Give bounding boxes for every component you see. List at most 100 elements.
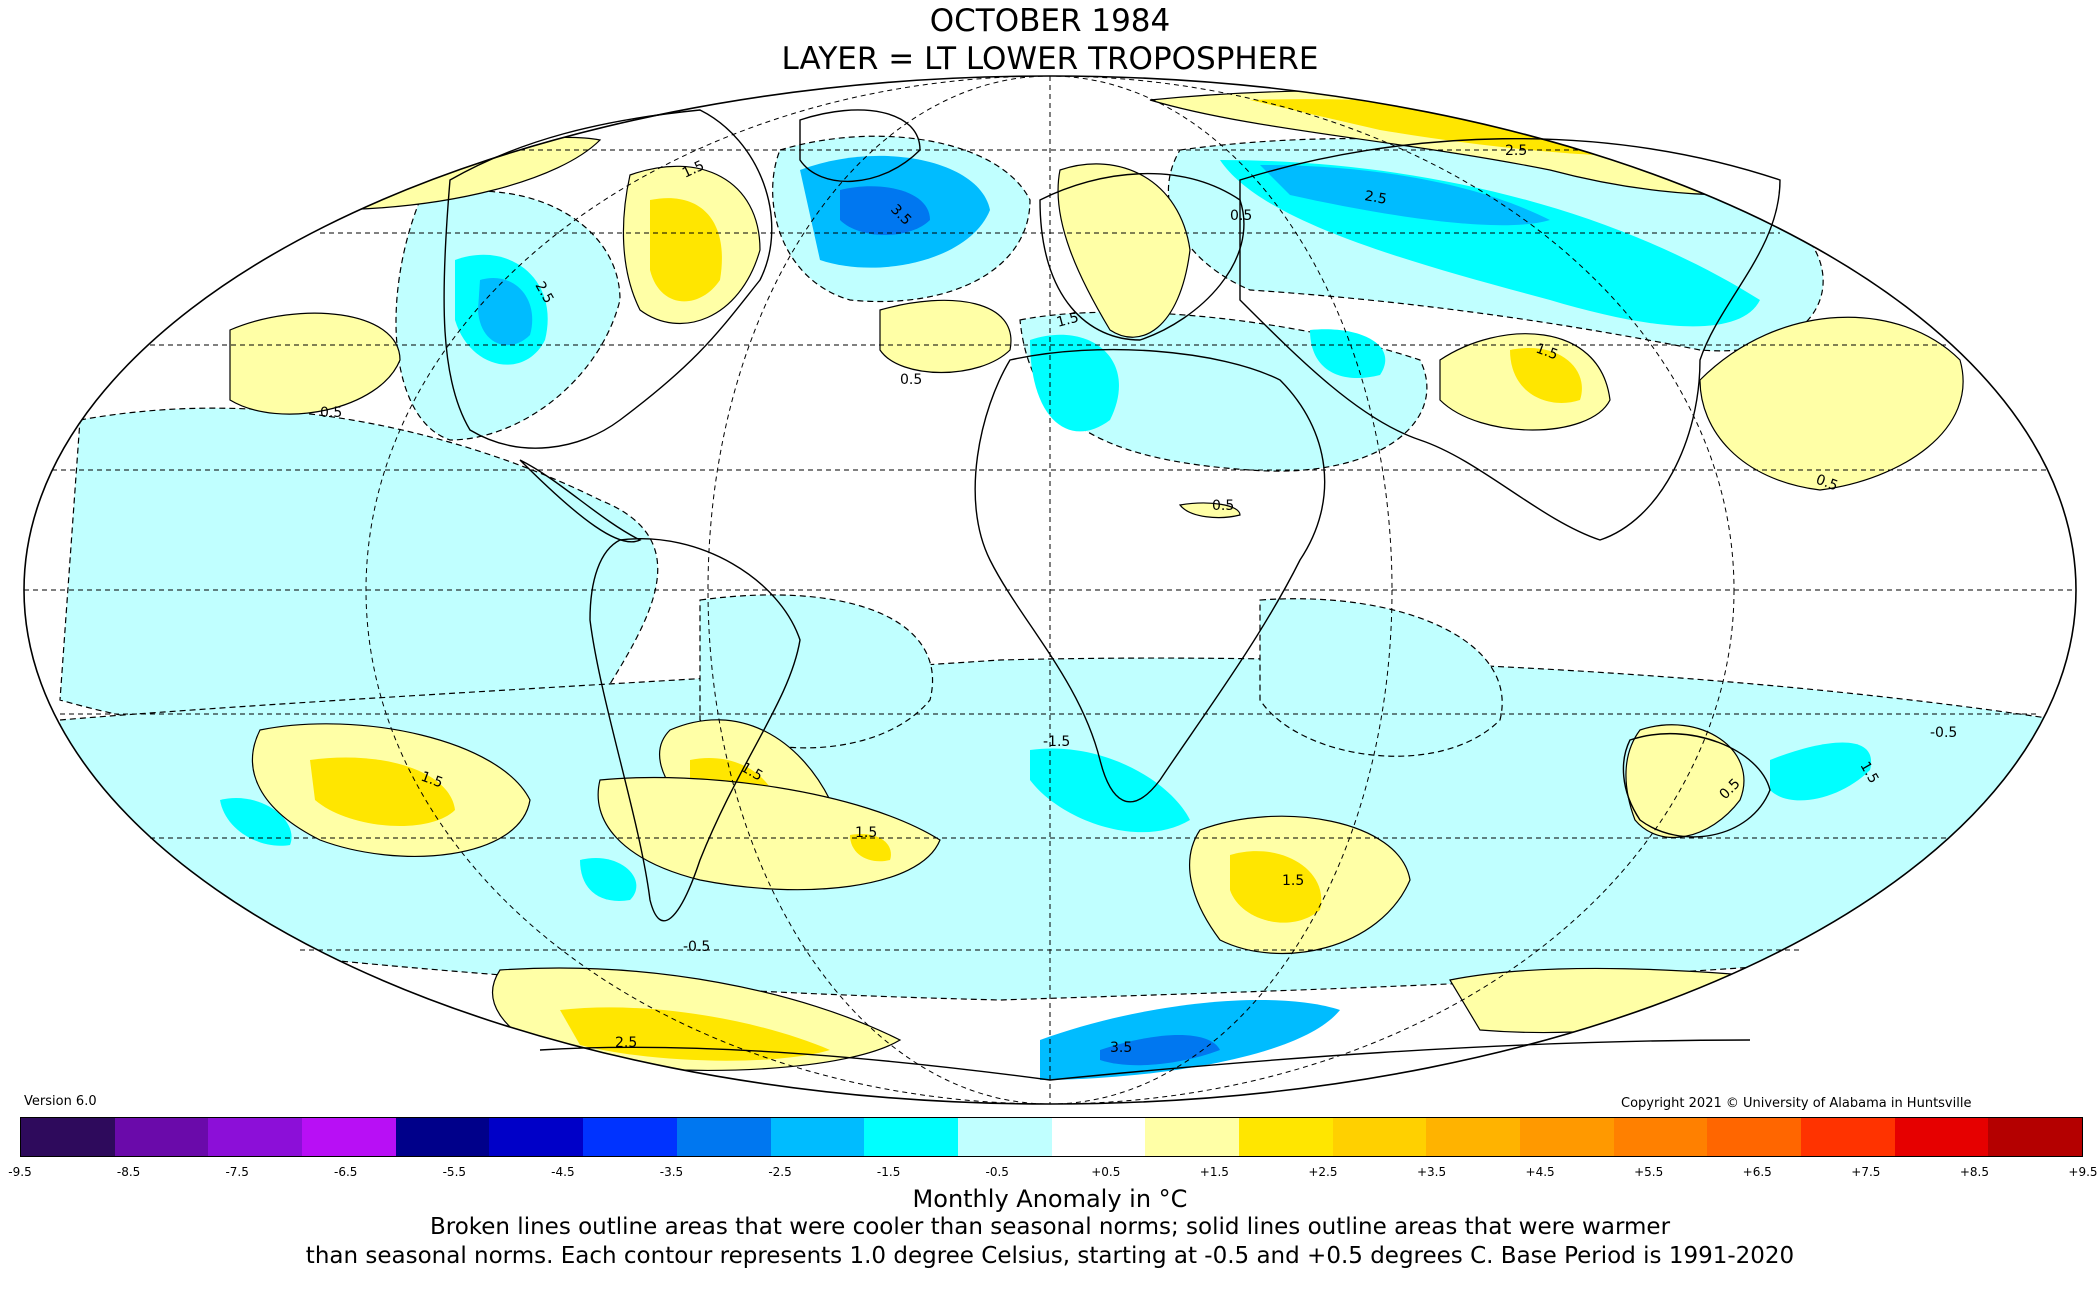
- colorbar-swatch: [1332, 1118, 1427, 1156]
- colorbar-tick-label: +3.5: [1416, 1165, 1447, 1179]
- colorbar-tick-label: -7.5: [225, 1165, 249, 1179]
- contour-label-east-antarctica: 3.5: [1110, 1040, 1132, 1056]
- colorbar-swatch: [957, 1118, 1052, 1156]
- colorbar-swatch: [1613, 1118, 1708, 1156]
- contour-label-indian-ocean: 1.5: [1282, 873, 1304, 889]
- colorbar-swatch: [770, 1118, 865, 1156]
- colorbar-ticks: -9.5 -8.5 -7.5 -6.5 -5.5 -4.5 -3.5 -2.5 -1.5 -0.5…: [0, 1165, 2100, 1185]
- globe-outline: [23, 75, 2077, 1105]
- colorbar-tick-label: +8.5: [1959, 1165, 1989, 1179]
- contour-label-north-atlantic: 0.5: [900, 372, 922, 388]
- tasman-cold-core: [1770, 742, 1872, 801]
- western-us-cold-inner: [478, 278, 533, 346]
- colorbar-swatch: [1238, 1118, 1333, 1156]
- contour-label-tropical-pacific: -0.5: [1930, 725, 1957, 741]
- north-africa-cold-core: [1030, 334, 1119, 432]
- colorbar-tick-label: -0.5: [985, 1165, 1009, 1179]
- map-subtitle: LAYER = LT LOWER TROPOSPHERE: [781, 41, 1319, 77]
- central-america-outline: [519, 459, 642, 543]
- colorbar-swatch: [1520, 1118, 1614, 1156]
- colorbar-swatch: [1145, 1118, 1239, 1156]
- colorbar-tick-label: +2.5: [1308, 1165, 1338, 1179]
- europe-outline: [1039, 172, 1245, 341]
- southern-africa-cold-core: [1030, 748, 1190, 833]
- south-atlantic-warm-region: [597, 776, 941, 891]
- anomaly-map: 0.5 2.5 1.5 3.5 0.5 0.5 1.5 2.5 2.5 1.5 …: [23, 75, 2077, 1105]
- colorbar-swatch: [395, 1118, 490, 1156]
- contour-label-south-atlantic: 1.5: [855, 825, 877, 841]
- version-label: Version 6.0: [24, 1094, 97, 1109]
- sahara-warm-region: [1178, 502, 1241, 519]
- antarctica-warm-region: [1449, 967, 1802, 1034]
- east-antarctica-cold-inner: [1100, 1035, 1220, 1066]
- eastern-pacific-warm-region: [229, 312, 401, 415]
- middle-east-cold-core: [1310, 329, 1386, 378]
- colorbar-swatch: [114, 1118, 209, 1156]
- north-pacific-warm-region: [1699, 316, 1964, 491]
- colorbar-tick-label: +6.5: [1742, 1165, 1772, 1179]
- africa-outline: [974, 348, 1326, 803]
- north-atlantic-warm-region: [879, 299, 1012, 373]
- colorbar-swatch: [208, 1118, 303, 1156]
- colorbar-swatch: [676, 1118, 771, 1156]
- colorbar-swatch: [1988, 1118, 2083, 1156]
- colorbar-tick-label: +9.5: [2068, 1165, 2098, 1179]
- south-america-outline: [589, 538, 801, 922]
- anomaly-layer: [59, 90, 2061, 1080]
- colorbar-swatch: [1051, 1118, 1146, 1156]
- asia-outline: [1239, 138, 1781, 541]
- contour-label-southern-africa: -1.5: [1043, 734, 1070, 750]
- colorbar-tick-label: -1.5: [876, 1165, 901, 1179]
- contour-label-sahara: 0.5: [1212, 498, 1234, 514]
- indian-ocean-warm-core: [1230, 851, 1322, 923]
- colorbar-swatch: [21, 1118, 115, 1156]
- caption-line-1: Broken lines outline areas that were coo…: [429, 1214, 1671, 1240]
- colorbar-tick-label: +5.5: [1634, 1165, 1664, 1179]
- copyright-label: Copyright 2021 © University of Alabama i…: [1621, 1096, 1972, 1111]
- south-atlantic-warm-core: [850, 834, 891, 862]
- south-pacific-cold-core: [220, 798, 292, 846]
- contour-label-europe: 0.5: [1230, 208, 1252, 224]
- south-pacific-warm-core: [310, 757, 455, 827]
- coastlines: [443, 109, 1781, 1081]
- colorbar-swatch: [1707, 1118, 1802, 1156]
- contour-label-south-pacific: 1.5: [419, 769, 445, 792]
- contour-label-north-pacific: 0.5: [1814, 472, 1840, 495]
- colorbar-tick-label: +0.5: [1091, 1165, 1121, 1179]
- colorbar-tick-label: -9.5: [8, 1165, 32, 1179]
- colorbar-swatch: [1894, 1118, 1989, 1156]
- contour-label-arctic-russia: 2.5: [1505, 143, 1527, 159]
- colorbar-tick-label: +4.5: [1525, 1165, 1555, 1179]
- contour-label-siberia: 2.5: [1363, 188, 1388, 208]
- siberia-cold-inner: [1260, 165, 1550, 226]
- north-america-outline: [443, 109, 773, 449]
- caption-line-2: than seasonal norms. Each contour repres…: [305, 1243, 1795, 1269]
- south-atlantic-cold-core: [580, 858, 637, 901]
- colorbar-swatch: [1801, 1118, 1895, 1156]
- colorbar-swatch: [583, 1118, 677, 1156]
- contour-label-southern-ocean: -0.5: [683, 939, 710, 955]
- colorbar-tick-label: -3.5: [659, 1165, 684, 1179]
- greenland-cold-inner: [840, 186, 930, 235]
- map-title: OCTOBER 1984: [929, 3, 1171, 39]
- colorbar-swatch: [489, 1118, 584, 1156]
- contour-label-antarctic-peninsula: 2.5: [615, 1035, 637, 1051]
- colorbar-tick-label: -6.5: [334, 1165, 358, 1179]
- contour-label-north-africa: 1.5: [1055, 310, 1081, 331]
- colorbar-tick-label: -5.5: [442, 1165, 467, 1179]
- canada-warm-core: [650, 198, 722, 302]
- colorbar-tick-label: -8.5: [116, 1165, 141, 1179]
- colorbar-swatch: [1426, 1118, 1520, 1156]
- colorbar-tick-label: +1.5: [1199, 1165, 1229, 1179]
- colorbar-swatch: [864, 1118, 958, 1156]
- colorbar-units-label: Monthly Anomaly in °C: [912, 1185, 1188, 1213]
- greenland-outline: [799, 109, 921, 183]
- colorbar-tick-label: -4.5: [551, 1165, 575, 1179]
- contour-label-eastern-pacific: 0.5: [320, 405, 342, 421]
- indian-ocean-cold-band: [1259, 598, 1503, 757]
- colorbar-tick-label: +7.5: [1851, 1165, 1881, 1179]
- contour-label-tibet: 1.5: [1534, 341, 1560, 364]
- australia-outline: [1622, 732, 1771, 838]
- colorbar-tick-label: -2.5: [768, 1165, 792, 1179]
- colorbar-swatch: [302, 1118, 396, 1156]
